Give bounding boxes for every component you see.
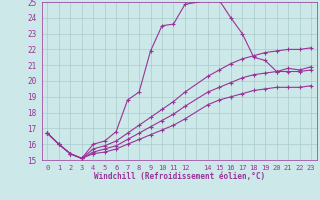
X-axis label: Windchill (Refroidissement éolien,°C): Windchill (Refroidissement éolien,°C) — [94, 172, 265, 181]
